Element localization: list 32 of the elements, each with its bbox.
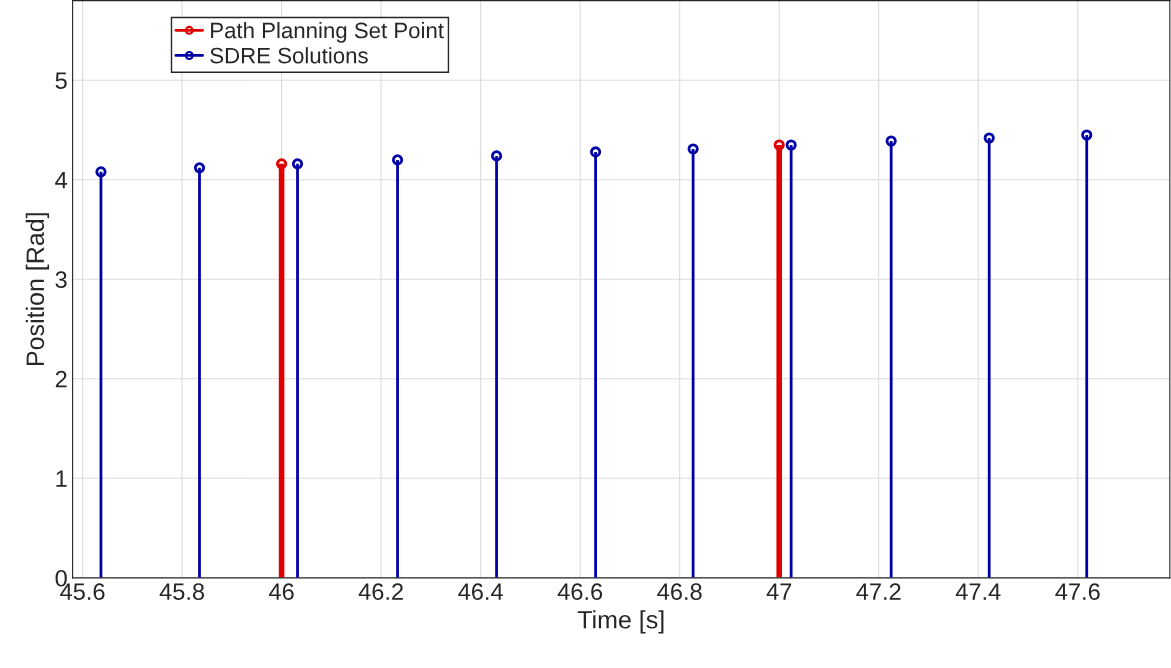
y-tick-label: 4	[55, 172, 68, 189]
point	[590, 146, 602, 158]
x-tick-label: 46.2	[358, 583, 403, 601]
y-axis-title: Position [Rad]	[25, 213, 50, 366]
point	[95, 166, 107, 178]
x-tick-label: 47.4	[955, 583, 1001, 600]
x-tick-label: 47	[766, 583, 792, 600]
x-axis-title: Time [s]	[577, 610, 664, 634]
point	[687, 143, 699, 155]
x-tick-label: 46.6	[557, 583, 603, 601]
y-tick-label: 3	[55, 271, 67, 289]
point	[983, 132, 995, 144]
point	[276, 158, 288, 170]
x-tick-label: 47.6	[1055, 583, 1100, 601]
point	[291, 158, 304, 170]
legend-label: SDRE Solutions	[210, 47, 368, 64]
y-tick-label: 1	[56, 470, 67, 487]
point	[885, 135, 897, 147]
y-tick-label: 5	[55, 72, 67, 90]
x-tick-label: 47.2	[856, 583, 901, 600]
point	[193, 162, 206, 174]
x-tick-label: 46.8	[657, 583, 702, 601]
x-tick-label: 46.4	[458, 583, 503, 601]
point	[491, 150, 503, 162]
legend-label: Path Planning Set Point	[211, 22, 444, 43]
y-tick-label: 2	[55, 370, 67, 388]
point	[391, 154, 404, 166]
point	[785, 139, 797, 151]
point	[773, 139, 785, 151]
point	[1081, 129, 1093, 141]
x-tick-label: 45.8	[159, 583, 205, 601]
x-tick-label: 46	[269, 583, 294, 601]
